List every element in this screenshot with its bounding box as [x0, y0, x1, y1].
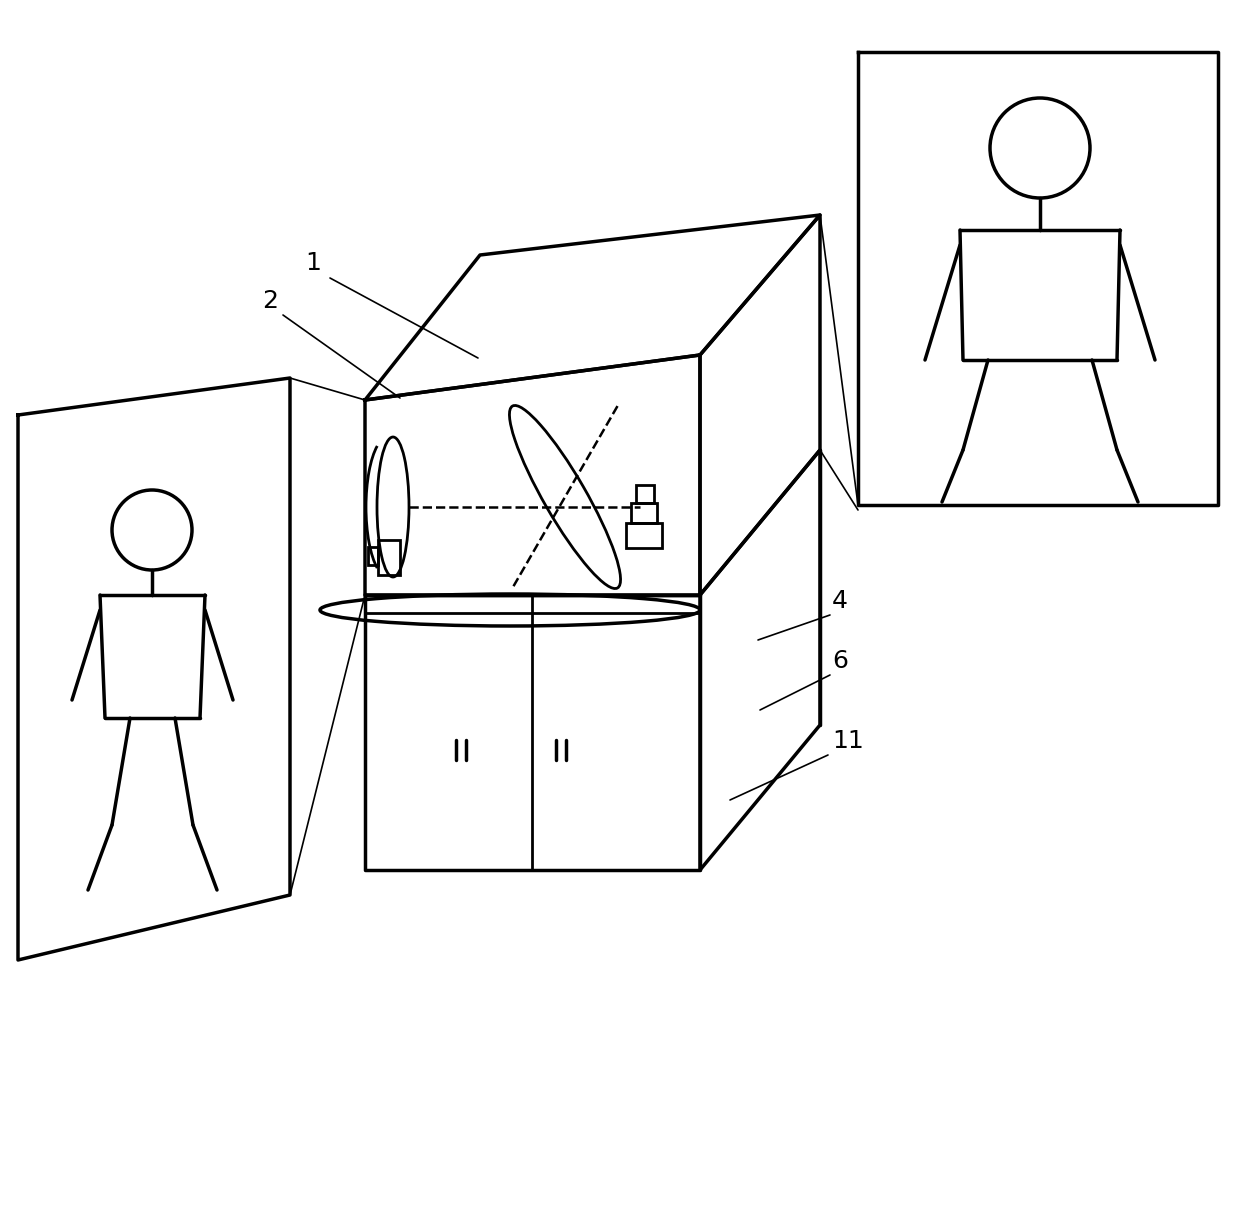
Bar [378, 539, 401, 575]
Bar [631, 503, 657, 524]
Text: 1: 1 [305, 251, 321, 275]
Bar [368, 547, 378, 565]
Text: 11: 11 [832, 729, 864, 753]
Bar [636, 485, 653, 503]
Bar [626, 524, 662, 548]
Text: 4: 4 [832, 588, 848, 613]
Text: 2: 2 [262, 289, 278, 313]
Text: 卡式天线: 卡式天线 [355, 433, 414, 473]
Text: 6: 6 [832, 649, 848, 673]
